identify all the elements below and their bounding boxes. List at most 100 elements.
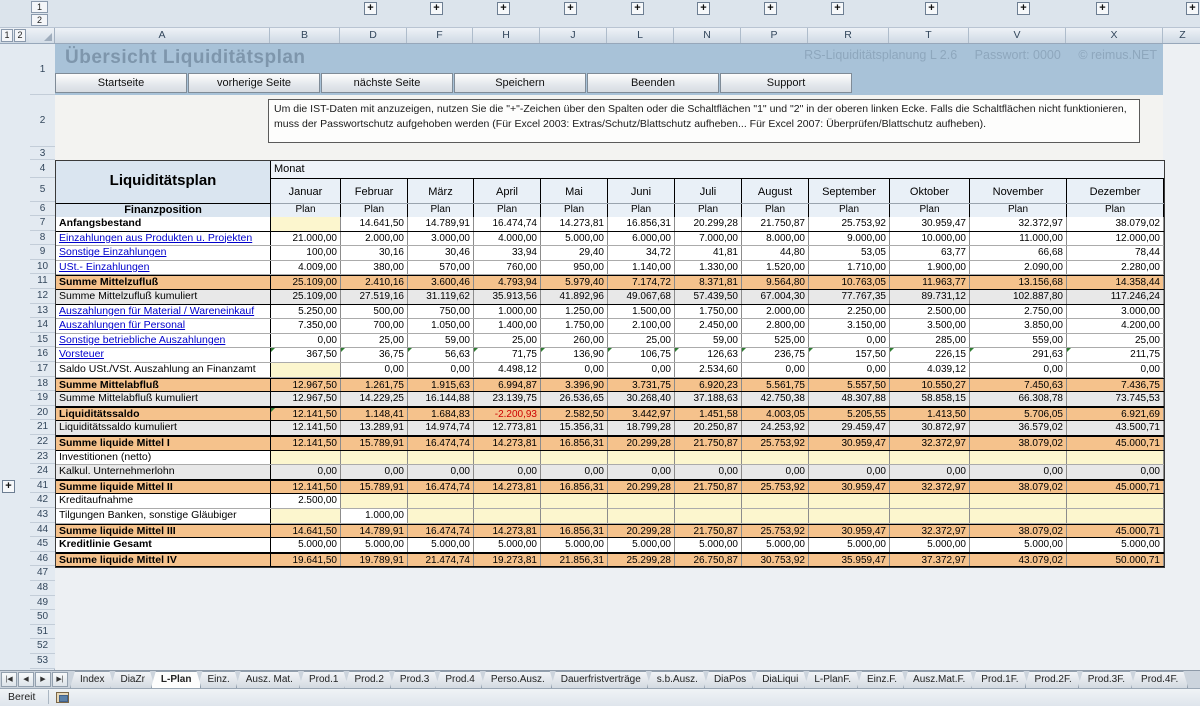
cell[interactable]: 49.067,68 [608, 290, 675, 304]
cell[interactable]: 0,00 [608, 363, 675, 377]
sheet-tab-s-b-ausz-[interactable]: s.b.Ausz. [647, 671, 708, 688]
cell[interactable] [970, 509, 1067, 523]
cell[interactable]: 5.000,00 [341, 538, 408, 552]
cell[interactable]: 3.000,00 [408, 231, 474, 246]
cell[interactable]: 38.079,02 [1067, 217, 1164, 231]
cell[interactable]: 78,44 [1067, 246, 1164, 260]
cell[interactable]: 58.858,15 [890, 392, 970, 406]
expand-column-group-icon[interactable]: + [1186, 2, 1199, 15]
row-header-23[interactable]: 23 [30, 449, 55, 465]
cell[interactable]: 21.750,87 [675, 480, 742, 494]
cell[interactable]: 30.268,40 [608, 392, 675, 406]
cell[interactable]: 3.442,97 [608, 407, 675, 421]
cell[interactable]: 380,00 [341, 260, 408, 275]
row-outline-level-button[interactable]: 2 [14, 29, 26, 42]
sheet-tab-einz-[interactable]: Einz. [197, 671, 239, 688]
cell[interactable] [541, 450, 608, 465]
cell[interactable]: 30.959,47 [890, 217, 970, 231]
cell[interactable]: 106,75 [608, 348, 675, 362]
row-header-16[interactable]: 16 [30, 347, 55, 362]
expand-column-group-icon[interactable]: + [364, 2, 377, 15]
cell[interactable]: 12.967,50 [271, 378, 341, 392]
column-header-N[interactable]: N [674, 28, 741, 43]
cell[interactable]: 0,00 [1067, 465, 1164, 479]
cell[interactable]: 2.000,00 [742, 304, 809, 319]
nav-button-startseite[interactable]: Startseite [55, 73, 187, 93]
cell[interactable]: 5.000,00 [408, 538, 474, 552]
row-header-19[interactable]: 19 [30, 391, 55, 406]
sheet-tab-dialiqui[interactable]: DiaLiqui [752, 671, 808, 688]
cell[interactable]: 0,00 [341, 465, 408, 479]
cell[interactable]: 12.773,81 [474, 421, 541, 435]
cell[interactable]: 26.750,87 [675, 553, 742, 567]
row-label[interactable]: Saldo USt./VSt. Auszahlung an Finanzamt [56, 363, 271, 377]
cell[interactable]: 1.400,00 [474, 319, 541, 333]
cell[interactable]: 32.372,97 [890, 437, 970, 450]
cell[interactable]: 6.921,69 [1067, 407, 1164, 421]
cell[interactable]: 56,63 [408, 348, 474, 362]
row-label[interactable]: Sonstige Einzahlungen [56, 246, 271, 260]
tab-scroll-button[interactable]: ◀ [18, 672, 34, 687]
cell[interactable]: 6.994,87 [474, 378, 541, 392]
expand-column-group-icon[interactable]: + [430, 2, 443, 15]
cell[interactable]: 21.474,74 [408, 553, 474, 567]
cell[interactable]: 25,00 [474, 333, 541, 348]
cell[interactable]: 16.144,88 [408, 392, 474, 406]
row-label[interactable]: Summe Mittelzufluß [56, 276, 271, 289]
cell[interactable] [408, 494, 474, 508]
cell[interactable]: 48.307,88 [809, 392, 890, 406]
cell[interactable]: 45.000,71 [1067, 437, 1164, 450]
cell[interactable]: 14.789,91 [341, 524, 408, 538]
cell[interactable]: 12.967,50 [271, 392, 341, 406]
cell[interactable]: 7.450,63 [970, 378, 1067, 392]
cell[interactable]: 750,00 [408, 304, 474, 319]
cell[interactable]: 260,00 [541, 333, 608, 348]
cell[interactable]: 5.205,55 [809, 407, 890, 421]
row-label[interactable]: Einzahlungen aus Produkten u. Projekten [56, 231, 271, 246]
cell[interactable]: 32.372,97 [970, 217, 1067, 231]
row-header-13[interactable]: 13 [30, 303, 55, 319]
cell[interactable] [890, 494, 970, 508]
cell[interactable]: 5.000,00 [608, 538, 675, 552]
cell[interactable]: 9.564,80 [742, 276, 809, 289]
cell[interactable]: 16.474,74 [408, 437, 474, 450]
cell[interactable] [608, 509, 675, 523]
cell[interactable]: 1.330,00 [675, 260, 742, 275]
row-header-8[interactable]: 8 [30, 230, 55, 246]
row-header-1[interactable]: 1 [30, 44, 55, 95]
sheet-tab-prod-4[interactable]: Prod.4 [435, 671, 484, 688]
row-header-5[interactable]: 5 [30, 178, 55, 202]
cell[interactable]: 2.000,00 [341, 231, 408, 246]
cell[interactable]: 16.856,31 [608, 217, 675, 231]
cell[interactable]: 32.372,97 [890, 524, 970, 538]
cell[interactable]: 8.000,00 [742, 231, 809, 246]
sheet-tab-ausz-mat-[interactable]: Ausz. Mat. [236, 671, 303, 688]
sheet-tab-prod-4f-[interactable]: Prod.4F. [1131, 671, 1188, 688]
cell[interactable]: 760,00 [474, 260, 541, 275]
cell[interactable] [474, 509, 541, 523]
cell[interactable]: 700,00 [341, 319, 408, 333]
row-header-20[interactable]: 20 [30, 405, 55, 421]
cell[interactable]: 14.229,25 [341, 392, 408, 406]
cell[interactable]: 211,75 [1067, 348, 1164, 362]
row-header-49[interactable]: 49 [30, 595, 55, 611]
row-header-18[interactable]: 18 [30, 376, 55, 392]
cell[interactable]: 8.371,81 [675, 276, 742, 289]
cell[interactable]: 14.273,81 [541, 217, 608, 231]
cell[interactable]: 16.474,74 [408, 524, 474, 538]
row-header-11[interactable]: 11 [30, 274, 55, 289]
sheet-tab-prod-3[interactable]: Prod.3 [390, 671, 439, 688]
row-header-9[interactable]: 9 [30, 245, 55, 260]
row-label[interactable]: Kalkul. Unternehmerlohn [56, 465, 271, 479]
row-label[interactable]: Tilgungen Banken, sonstige Gläubiger [56, 509, 271, 523]
cell[interactable]: 2.090,00 [970, 260, 1067, 275]
row-header-43[interactable]: 43 [30, 508, 55, 523]
select-all-corner[interactable] [29, 28, 55, 43]
cell[interactable]: 1.140,00 [608, 260, 675, 275]
tab-scroll-button[interactable]: |◀ [1, 672, 17, 687]
cell[interactable]: 29,40 [541, 246, 608, 260]
cell[interactable]: 950,00 [541, 260, 608, 275]
cell[interactable]: 7.350,00 [271, 319, 341, 333]
row-header-50[interactable]: 50 [30, 610, 55, 625]
cell[interactable]: 37.372,97 [890, 553, 970, 567]
